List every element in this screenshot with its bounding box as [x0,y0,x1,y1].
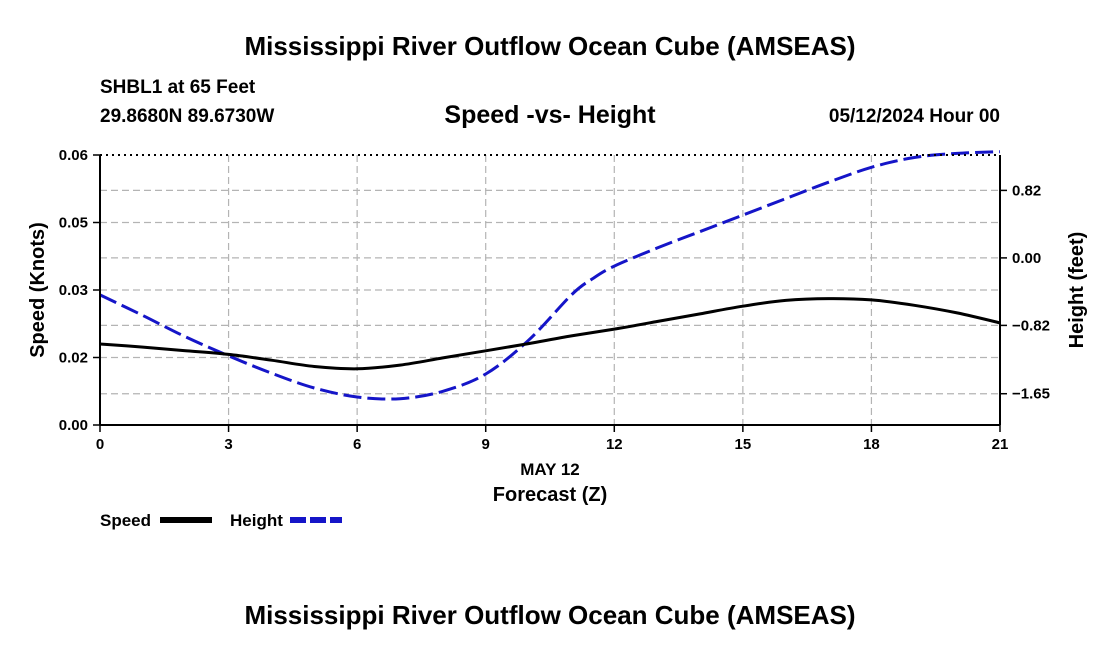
tick-marks: 0 3 6 9 12 15 18 21 0.00 0.02 0.03 0.05 0.06 0.82 0.00… [59,147,1050,453]
height-series-line [99,150,1001,401]
x-axis-label: Forecast (Z) [493,484,607,506]
y-tick-label: 0.05 [59,215,88,232]
y-tick-label: 0.02 [59,350,88,367]
x-tick-label: 18 [863,436,880,453]
chart-subtitle: Speed -vs- Height [444,101,656,129]
x-tick-label: 0 [96,436,104,453]
y2-axis-label: Height (feet) [1066,232,1088,349]
grid-lines [100,155,1000,425]
station-label: SHBL1 at 65 Feet [100,77,256,98]
forecast-datetime: 05/12/2024 Hour 00 [828,106,1000,127]
y2-tick-label: 0.82 [1012,182,1041,199]
coordinates-label: 29.8680N 89.6730W [100,106,275,127]
y-tick-label: 0.00 [59,417,88,434]
speed-series-line [99,297,1001,371]
y-tick-label: 0.03 [59,282,88,299]
y2-tick-label: −1.65 [1012,386,1050,403]
legend-height-label: Height [230,511,283,530]
legend-speed-label: Speed [100,511,151,530]
x-tick-label: 21 [992,436,1009,453]
chart-title: Mississippi River Outflow Ocean Cube (AM… [244,31,856,61]
y2-tick-label: 0.00 [1012,250,1041,267]
y-axis-label: Speed (Knots) [27,222,49,358]
x-tick-label: 9 [482,436,490,453]
y-tick-label: 0.06 [59,147,88,164]
y2-tick-label: −0.82 [1012,317,1050,334]
x-tick-label: 15 [735,436,752,453]
series-layer [99,150,1001,401]
x-tick-label: 6 [353,436,361,453]
footer-title: Mississippi River Outflow Ocean Cube (AM… [244,600,856,630]
x-tick-label: 3 [224,436,232,453]
x-date-label: MAY 12 [520,460,580,479]
legend: Speed Height [100,511,342,530]
x-tick-label: 12 [606,436,623,453]
